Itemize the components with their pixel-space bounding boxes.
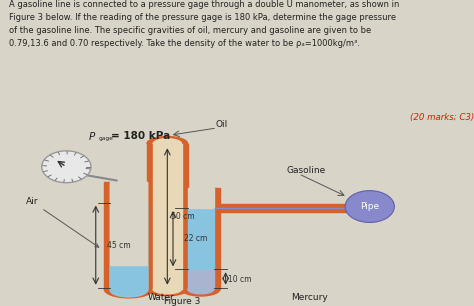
Polygon shape [110,289,147,296]
Bar [182,188,188,289]
Bar [110,203,147,291]
Bar [188,188,214,208]
Text: Gasoline: Gasoline [287,166,326,175]
Bar [110,203,147,265]
Polygon shape [153,289,182,294]
Bar [220,204,347,212]
Text: = 180 kPa: = 180 kPa [111,131,171,141]
Bar [110,203,147,289]
Polygon shape [147,136,188,144]
Bar [147,182,153,289]
Text: 50 cm: 50 cm [171,212,194,221]
Polygon shape [147,289,188,296]
Bar [110,265,147,291]
Polygon shape [182,289,220,296]
Bar [214,188,220,289]
Bar [104,182,110,289]
Polygon shape [104,289,153,298]
Bar [110,182,147,265]
Bar [110,265,147,289]
Text: Oil: Oil [216,120,228,129]
Bar [110,182,147,203]
Polygon shape [110,289,147,296]
Text: 22 cm: 22 cm [184,234,207,243]
Polygon shape [153,139,182,144]
Bar [182,144,188,289]
Bar [110,203,147,289]
Text: Pipe: Pipe [360,202,379,211]
Text: A gasoline line is connected to a pressure gage through a double U manometer, as: A gasoline line is connected to a pressu… [9,0,400,47]
Bar [153,144,182,289]
Text: gage: gage [99,136,113,141]
Bar [147,144,153,289]
Polygon shape [188,289,214,294]
Bar [110,182,147,289]
Circle shape [345,191,394,222]
Text: Air: Air [26,197,99,247]
Text: Figure 3: Figure 3 [164,297,201,306]
Polygon shape [110,290,147,297]
Bar [188,208,214,269]
Text: $P$: $P$ [88,130,96,142]
Bar [110,265,147,291]
Text: Mercury: Mercury [292,293,328,302]
Circle shape [42,151,91,183]
Text: Water: Water [148,293,174,302]
Bar [110,182,147,203]
Text: 10 cm: 10 cm [228,275,252,284]
Text: 45 cm: 45 cm [107,241,130,250]
Bar [188,269,214,289]
Text: (20 marks; C3): (20 marks; C3) [410,114,474,122]
